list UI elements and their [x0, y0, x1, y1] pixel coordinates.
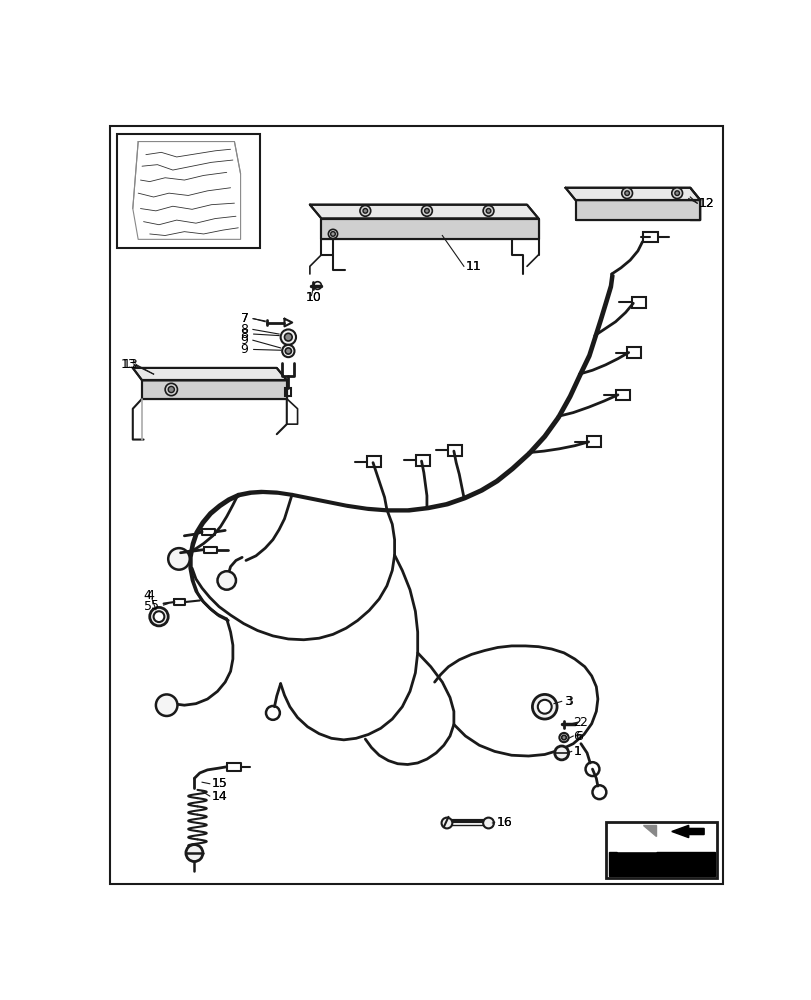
Circle shape: [165, 383, 178, 396]
Circle shape: [424, 209, 429, 213]
Text: 13: 13: [120, 358, 136, 371]
Circle shape: [186, 845, 203, 862]
Polygon shape: [142, 380, 286, 399]
Text: 5: 5: [144, 600, 152, 613]
Text: 10: 10: [305, 291, 320, 304]
Circle shape: [621, 188, 632, 199]
Text: 5: 5: [151, 599, 159, 612]
Polygon shape: [133, 368, 286, 380]
Text: 16: 16: [496, 816, 512, 829]
Circle shape: [421, 205, 431, 216]
Text: 4: 4: [146, 589, 153, 602]
Text: 13: 13: [122, 358, 139, 371]
Polygon shape: [642, 825, 655, 836]
Circle shape: [532, 694, 556, 719]
Bar: [416, 455, 430, 466]
Circle shape: [483, 818, 493, 828]
Circle shape: [285, 348, 291, 354]
Circle shape: [168, 548, 190, 570]
Polygon shape: [564, 188, 699, 200]
Bar: [586, 436, 600, 447]
Text: 7: 7: [240, 312, 248, 325]
Text: 9: 9: [240, 343, 248, 356]
Circle shape: [153, 611, 164, 622]
Circle shape: [156, 694, 178, 716]
Text: 2: 2: [573, 716, 581, 729]
Text: 15: 15: [211, 777, 227, 790]
Text: 11: 11: [465, 260, 481, 273]
Text: 14: 14: [211, 790, 227, 803]
Text: 1: 1: [573, 745, 581, 758]
Text: 7: 7: [240, 312, 248, 325]
Bar: [605, 822, 716, 878]
Text: 2: 2: [579, 716, 586, 729]
Text: 3: 3: [564, 695, 573, 708]
Text: 16: 16: [496, 816, 512, 829]
Bar: [642, 232, 657, 242]
Circle shape: [441, 818, 452, 828]
Text: 15: 15: [211, 777, 227, 790]
Bar: [448, 445, 461, 456]
Bar: [631, 297, 645, 308]
Text: 6: 6: [574, 730, 582, 742]
Circle shape: [168, 386, 174, 393]
Circle shape: [330, 232, 335, 236]
Circle shape: [483, 205, 493, 216]
Bar: [626, 347, 640, 358]
Bar: [118, 134, 260, 248]
Text: 11: 11: [465, 260, 481, 273]
Circle shape: [671, 188, 682, 199]
Circle shape: [363, 209, 367, 213]
Circle shape: [559, 733, 568, 742]
Polygon shape: [671, 825, 703, 838]
Text: 3: 3: [564, 695, 571, 708]
Circle shape: [149, 607, 168, 626]
Polygon shape: [321, 219, 538, 239]
Text: 9: 9: [240, 334, 248, 347]
Circle shape: [281, 329, 296, 345]
Circle shape: [624, 191, 629, 195]
Text: 8: 8: [240, 328, 248, 341]
Bar: [285, 388, 291, 396]
Text: 10: 10: [305, 291, 320, 304]
Circle shape: [281, 345, 294, 357]
Polygon shape: [608, 852, 714, 876]
Circle shape: [486, 209, 490, 213]
Circle shape: [537, 700, 551, 714]
Text: 6: 6: [573, 730, 581, 742]
Polygon shape: [617, 825, 655, 852]
Text: 12: 12: [698, 197, 714, 210]
Text: 14: 14: [211, 790, 227, 803]
Polygon shape: [310, 205, 538, 219]
Text: 8: 8: [240, 323, 248, 336]
Circle shape: [284, 333, 292, 341]
Circle shape: [674, 191, 679, 195]
Text: 4: 4: [144, 589, 152, 602]
Bar: [367, 456, 380, 467]
Circle shape: [359, 205, 371, 216]
Circle shape: [217, 571, 236, 590]
Circle shape: [554, 746, 568, 760]
Circle shape: [561, 735, 565, 740]
Bar: [616, 389, 629, 400]
Text: 12: 12: [698, 197, 714, 210]
Text: 1: 1: [573, 745, 581, 758]
Polygon shape: [575, 200, 699, 220]
